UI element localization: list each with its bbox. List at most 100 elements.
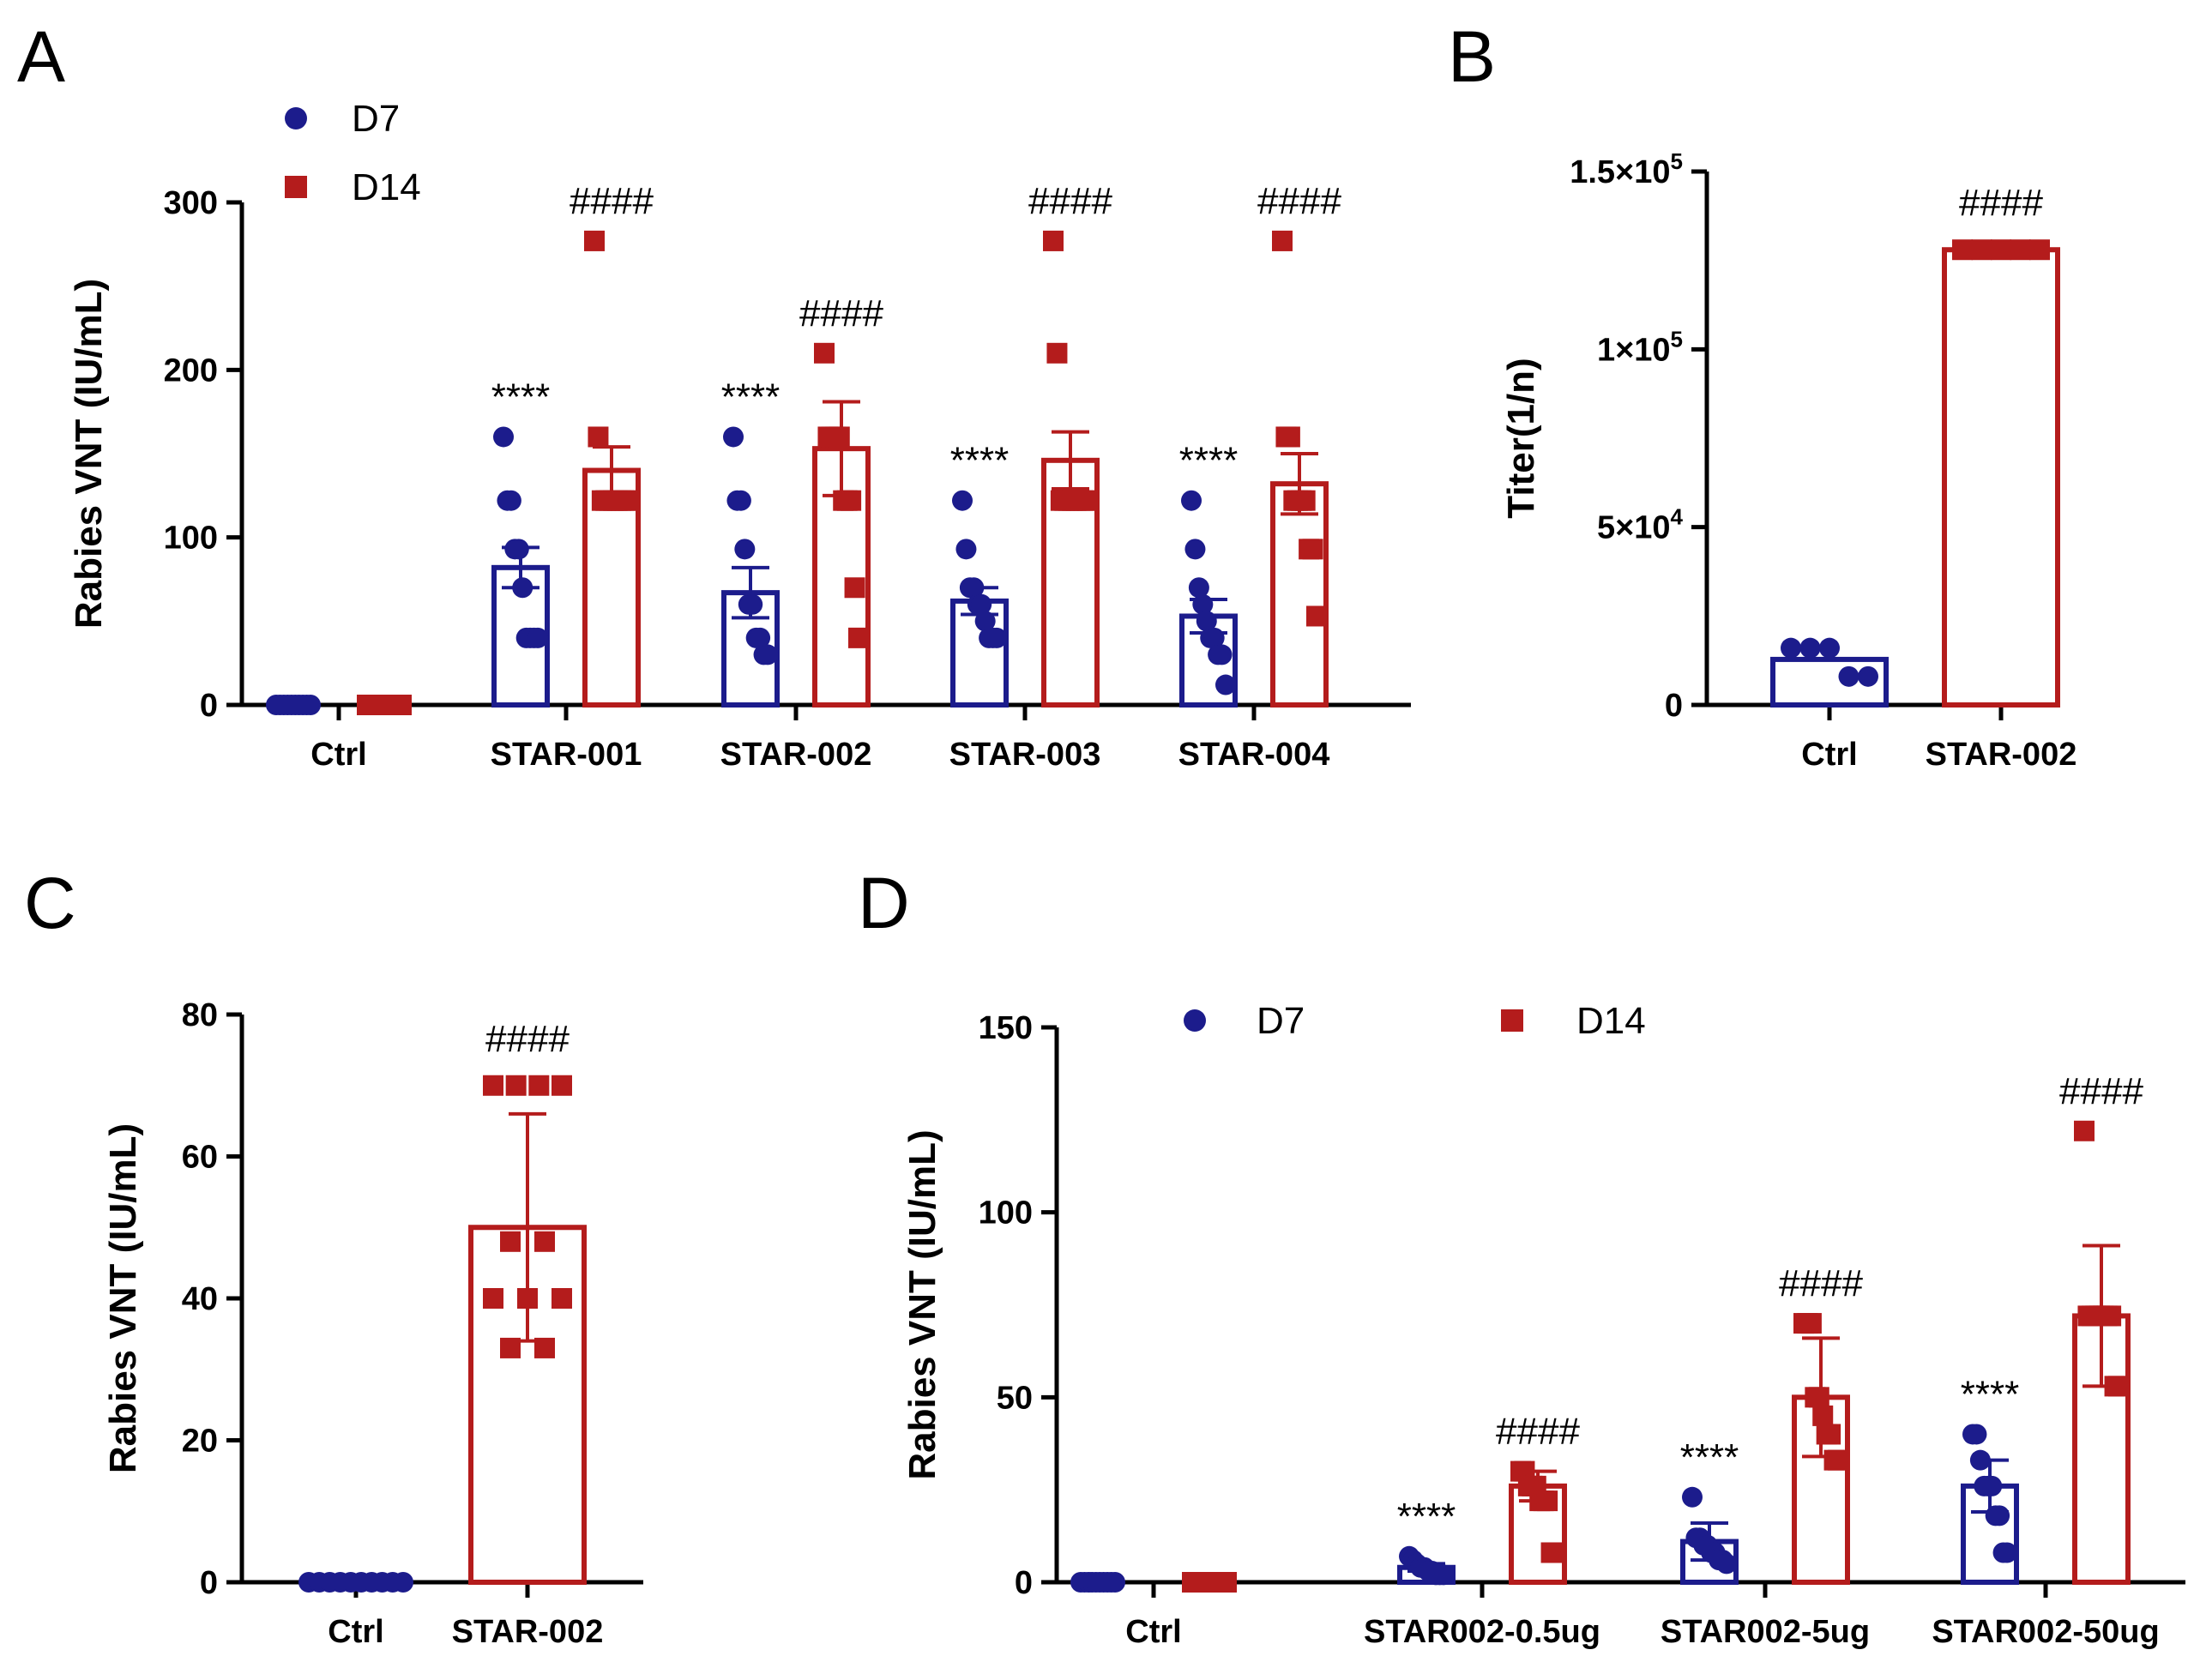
data-point [971, 593, 992, 615]
data-point [1105, 1572, 1125, 1593]
panel-d: D 0 50 100 150 Ctrl STAR002-0.5ug STAR002-5ug ST… [858, 863, 2185, 1650]
significance-label: #### [1257, 180, 1341, 222]
significance-label: **** [1961, 1373, 2020, 1415]
legend-marker [1501, 1009, 1523, 1032]
data-point [1215, 674, 1236, 695]
y-tick-label: 50 [997, 1380, 1033, 1416]
legend-label: D7 [352, 98, 400, 140]
data-point [1077, 490, 1098, 511]
significance-label: **** [1680, 1436, 1739, 1478]
significance-label: #### [2059, 1070, 2143, 1112]
data-point [1211, 644, 1233, 665]
data-point [974, 611, 996, 632]
data-point [1966, 1424, 1987, 1445]
panel-letter: B [1448, 16, 1496, 97]
significance-label: #### [799, 292, 883, 334]
significance-label: **** [491, 376, 551, 418]
significance-label: #### [570, 180, 654, 222]
data-point [391, 695, 412, 715]
data-point [505, 1075, 527, 1096]
y-tick-label: 1.5×105 [1570, 148, 1683, 190]
data-point [1192, 593, 1214, 615]
data-point [500, 1231, 521, 1252]
data-point [1433, 1564, 1454, 1586]
data-point [1991, 239, 2011, 261]
panel-b: B 0 5×104 1×105 1.5×105 Ctrl STAR-002 Titer(1/n… [1448, 16, 2076, 773]
y-axis-title: Rabies VNT (IU/mL) [102, 1123, 144, 1473]
data-point [841, 490, 862, 511]
data-point [814, 342, 835, 364]
data-point [1302, 539, 1323, 560]
legend-label: D7 [1257, 1000, 1305, 1042]
data-point [2029, 239, 2050, 261]
data-point [2074, 1120, 2095, 1141]
significance-label: **** [950, 440, 1010, 482]
data-point [1820, 1424, 1841, 1445]
panel-letter: C [24, 863, 76, 943]
data-point [1682, 1486, 1703, 1508]
y-tick-label: 80 [182, 997, 218, 1033]
legend-marker [1184, 1009, 1206, 1032]
data-point [952, 490, 973, 511]
bar [1270, 481, 1329, 708]
bar [1942, 247, 2060, 708]
data-point [1838, 665, 1859, 687]
data-point [742, 593, 763, 615]
y-tick-label: 150 [979, 1010, 1033, 1046]
x-tick-label: STAR002-50ug [1932, 1614, 2159, 1650]
data-point [829, 426, 850, 448]
data-point [2010, 239, 2031, 261]
data-point [1981, 1475, 2003, 1496]
data-point [552, 1075, 572, 1096]
data-point [517, 1288, 538, 1309]
significance-label: **** [1397, 1496, 1456, 1538]
panel-c: C 0 20 40 60 80 Ctrl STAR-002 Rabies VNT (IU/mL)… [24, 863, 643, 1650]
panel-letter: A [17, 16, 65, 97]
data-point [1828, 1449, 1848, 1471]
x-tick-label: STAR-002 [452, 1614, 604, 1650]
data-point [1043, 230, 1064, 251]
x-tick-label: Ctrl [328, 1614, 383, 1650]
data-point [1952, 239, 1973, 261]
data-point [730, 490, 751, 511]
data-point [1216, 1572, 1237, 1593]
significance-label: #### [1959, 182, 2043, 224]
legend-label: D14 [352, 166, 421, 208]
data-point [2101, 1305, 2122, 1327]
y-tick-label: 0 [200, 1565, 218, 1601]
data-point [512, 577, 533, 599]
significance-label: #### [1496, 1411, 1580, 1453]
significance-label: **** [721, 376, 781, 418]
y-tick-label: 200 [164, 352, 218, 388]
data-point [1799, 637, 1821, 659]
data-point [723, 426, 744, 448]
data-point [588, 426, 609, 448]
y-tick-label: 100 [164, 521, 218, 557]
x-tick-label: STAR-003 [949, 737, 1101, 773]
y-axis-title: Rabies VNT (IU/mL) [68, 279, 110, 629]
data-point [1545, 1542, 1565, 1563]
y-tick-label: 20 [182, 1424, 218, 1460]
x-tick-label: STAR002-0.5ug [1364, 1614, 1600, 1650]
data-point [527, 627, 548, 648]
x-tick-label: STAR-004 [1178, 737, 1330, 773]
data-point [500, 490, 521, 511]
data-point [1716, 1553, 1737, 1575]
data-point [1196, 611, 1217, 632]
x-tick-label: Ctrl [1801, 737, 1857, 773]
data-point [963, 577, 985, 599]
bar [1770, 656, 1889, 708]
data-point [955, 539, 977, 560]
data-point [750, 627, 771, 648]
data-point [1188, 577, 1209, 599]
y-tick-label: 60 [182, 1140, 218, 1176]
data-point [1203, 627, 1225, 648]
data-point [528, 1075, 550, 1096]
data-point [1812, 1405, 1834, 1426]
data-point [618, 490, 639, 511]
y-tick-label: 100 [979, 1195, 1033, 1231]
significance-label: #### [1028, 180, 1112, 222]
data-point [534, 1231, 555, 1252]
y-tick-label: 5×104 [1597, 504, 1684, 546]
